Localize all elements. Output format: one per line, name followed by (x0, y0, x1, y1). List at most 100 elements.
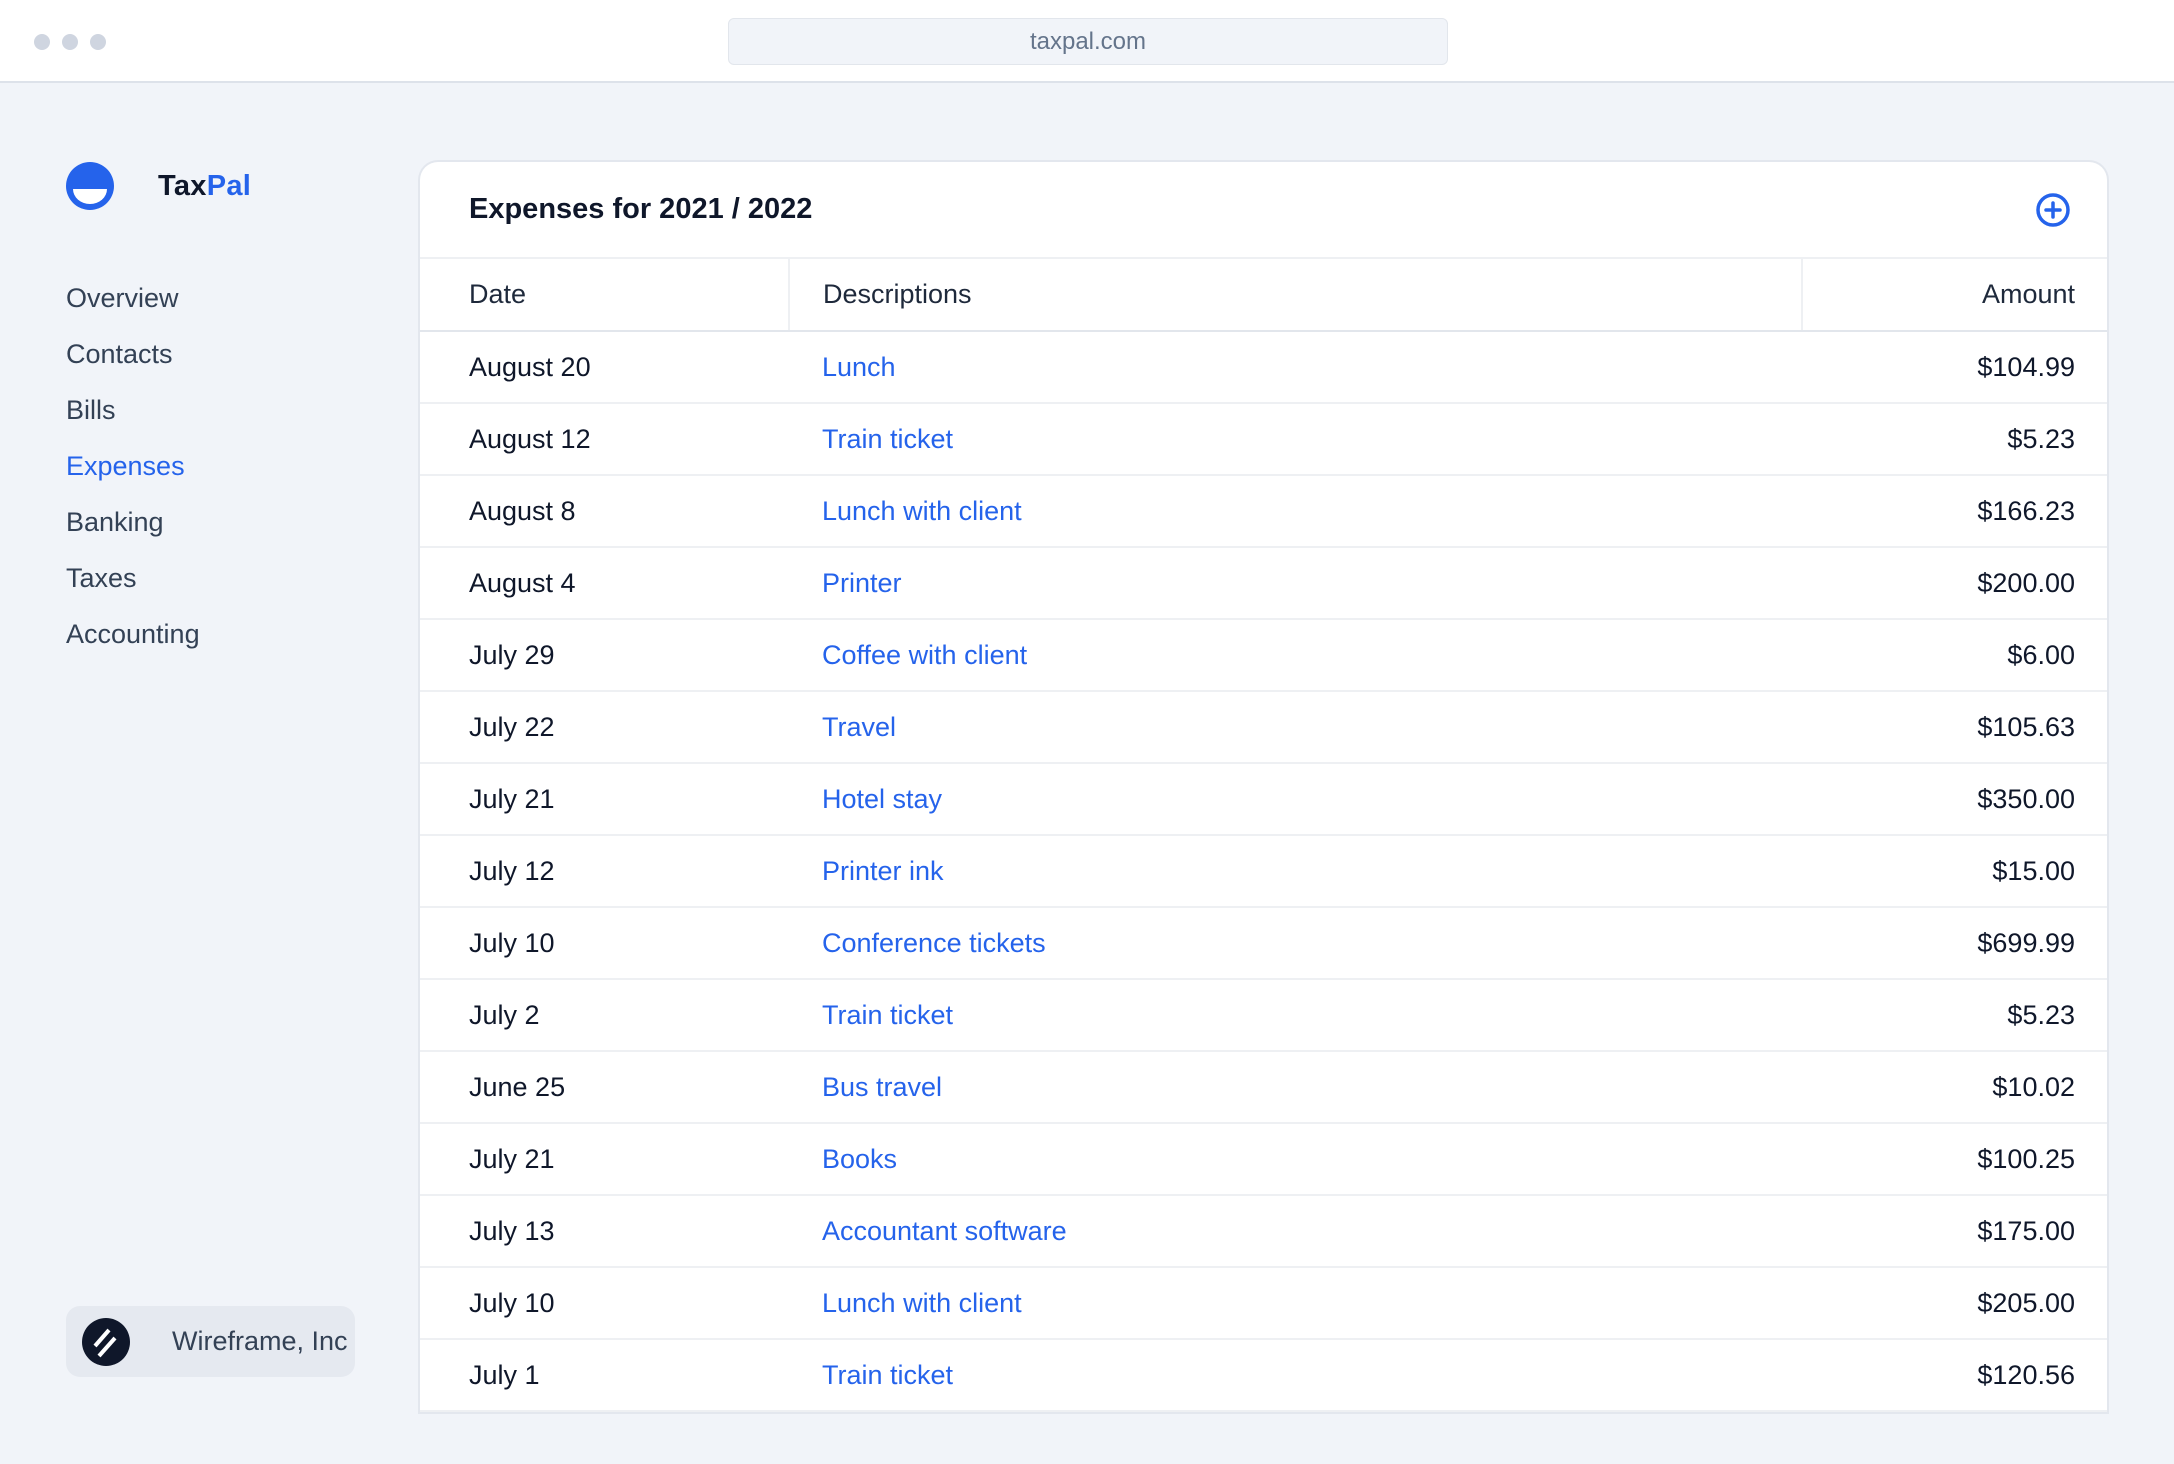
table-row: July 21 Hotel stay $350.00 (420, 763, 2107, 836)
expense-description-link[interactable]: Conference tickets (822, 927, 1046, 958)
expense-amount: $104.99 (1802, 331, 2107, 404)
window-dot-icon (34, 34, 50, 50)
expense-description-link[interactable]: Lunch (822, 351, 896, 382)
expense-date: July 21 (420, 1123, 789, 1196)
sidebar-item-expenses[interactable]: Expenses (66, 451, 185, 481)
add-expense-button[interactable] (2035, 192, 2071, 228)
expense-description-cell: Train ticket (789, 403, 1802, 476)
expense-description-link[interactable]: Train ticket (822, 423, 954, 454)
expense-description-cell: Printer (789, 547, 1802, 620)
expense-date: July 10 (420, 1267, 789, 1340)
expense-date: July 1 (420, 1339, 789, 1412)
expense-amount: $5.23 (1802, 979, 2107, 1052)
table-row: July 22 Travel $105.63 (420, 691, 2107, 764)
expense-description-link[interactable]: Travel (822, 711, 897, 742)
expense-amount: $175.00 (1802, 1195, 2107, 1268)
expense-amount: $200.00 (1802, 547, 2107, 620)
expense-description-cell: Lunch with client (789, 475, 1802, 548)
table-row: July 29 Coffee with client $6.00 (420, 619, 2107, 692)
expense-amount: $350.00 (1802, 763, 2107, 836)
expense-amount: $6.00 (1802, 619, 2107, 692)
expense-description-link[interactable]: Accountant software (822, 1215, 1067, 1246)
table-row: August 8 Lunch with client $166.23 (420, 475, 2107, 548)
expense-date: August 8 (420, 475, 789, 548)
column-header-date[interactable]: Date (420, 259, 790, 332)
table-row: June 25 Bus travel $10.02 (420, 1051, 2107, 1124)
table-row: July 10 Conference tickets $699.99 (420, 907, 2107, 980)
expense-description-link[interactable]: Train ticket (822, 999, 954, 1030)
sidebar-item-bills[interactable]: Bills (66, 395, 116, 425)
expense-amount: $105.63 (1802, 691, 2107, 764)
column-header-descriptions[interactable]: Descriptions (789, 259, 1803, 332)
expense-description-cell: Books (789, 1123, 1802, 1196)
address-bar[interactable]: taxpal.com (728, 18, 1448, 65)
expense-date: August 4 (420, 547, 789, 620)
sidebar-nav: Overview Contacts Bills Expenses Banking… (66, 280, 200, 672)
expense-date: July 2 (420, 979, 789, 1052)
expense-description-link[interactable]: Coffee with client (822, 639, 1028, 670)
table-row: July 12 Printer ink $15.00 (420, 835, 2107, 908)
expense-date: June 25 (420, 1051, 789, 1124)
window-dot-icon (62, 34, 78, 50)
expense-description-link[interactable]: Train ticket (822, 1359, 954, 1390)
expense-description-cell: Lunch (789, 331, 1802, 404)
company-logo-icon (82, 1317, 130, 1366)
table-row: August 12 Train ticket $5.23 (420, 403, 2107, 476)
taxpal-logo-icon (66, 162, 114, 210)
table-row: July 21 Books $100.25 (420, 1123, 2107, 1196)
logo[interactable]: TaxPal (66, 162, 251, 210)
expense-description-link[interactable]: Books (822, 1143, 898, 1174)
expense-amount: $10.02 (1802, 1051, 2107, 1124)
expense-amount: $100.25 (1802, 1123, 2107, 1196)
sidebar-item-taxes[interactable]: Taxes (66, 563, 137, 593)
expense-amount: $15.00 (1802, 835, 2107, 908)
expense-description-link[interactable]: Bus travel (822, 1071, 943, 1102)
expense-description-link[interactable]: Printer (822, 567, 902, 598)
expense-description-link[interactable]: Printer ink (822, 855, 944, 886)
expense-amount: $120.56 (1802, 1339, 2107, 1412)
expense-amount: $5.23 (1802, 403, 2107, 476)
card-header: Expenses for 2021 / 2022 (420, 162, 2107, 259)
expense-description-cell: Train ticket (789, 979, 1802, 1052)
expense-description-cell: Hotel stay (789, 763, 1802, 836)
sidebar-item-banking[interactable]: Banking (66, 507, 164, 537)
expense-amount: $699.99 (1802, 907, 2107, 980)
expense-description-cell: Coffee with client (789, 619, 1802, 692)
expense-date: July 12 (420, 835, 789, 908)
table-row: July 1 Train ticket $120.56 (420, 1339, 2107, 1412)
expense-description-link[interactable]: Lunch with client (822, 1287, 1022, 1318)
brand-name-part1: Tax (158, 169, 207, 202)
sidebar-item-accounting[interactable]: Accounting (66, 619, 200, 649)
expense-description-cell: Accountant software (789, 1195, 1802, 1268)
expense-date: August 12 (420, 403, 789, 476)
table-header-row: Date Descriptions Amount (420, 259, 2107, 332)
table-row: July 13 Accountant software $175.00 (420, 1195, 2107, 1268)
expense-description-cell: Printer ink (789, 835, 1802, 908)
sidebar-item-overview[interactable]: Overview (66, 283, 179, 313)
expense-date: July 21 (420, 763, 789, 836)
column-header-amount[interactable]: Amount (1802, 259, 2107, 332)
window-dot-icon (90, 34, 106, 50)
expense-description-cell: Bus travel (789, 1051, 1802, 1124)
brand-name-part2: Pal (206, 169, 252, 202)
expense-date: July 13 (420, 1195, 789, 1268)
sidebar-item-contacts[interactable]: Contacts (66, 339, 173, 369)
expense-description-link[interactable]: Hotel stay (822, 783, 943, 814)
expense-amount: $166.23 (1802, 475, 2107, 548)
expense-description-cell: Train ticket (789, 1339, 1802, 1412)
brand-name: TaxPal (158, 170, 251, 203)
expenses-table: Date Descriptions Amount August 20 Lunch… (420, 259, 2107, 1412)
table-row: August 20 Lunch $104.99 (420, 331, 2107, 404)
expense-description-cell: Travel (789, 691, 1802, 764)
expense-date: July 10 (420, 907, 789, 980)
expense-description-cell: Conference tickets (789, 907, 1802, 980)
expense-date: August 20 (420, 331, 789, 404)
company-name: Wireframe, Inc (172, 1326, 348, 1356)
table-row: July 2 Train ticket $5.23 (420, 979, 2107, 1052)
company-switcher[interactable]: Wireframe, Inc (66, 1306, 355, 1377)
browser-toolbar: taxpal.com (0, 0, 2174, 83)
expenses-card: Expenses for 2021 / 2022 Date Descriptio… (420, 162, 2107, 1412)
expense-date: July 29 (420, 619, 789, 692)
expense-description-link[interactable]: Lunch with client (822, 495, 1022, 526)
expense-description-cell: Lunch with client (789, 1267, 1802, 1340)
